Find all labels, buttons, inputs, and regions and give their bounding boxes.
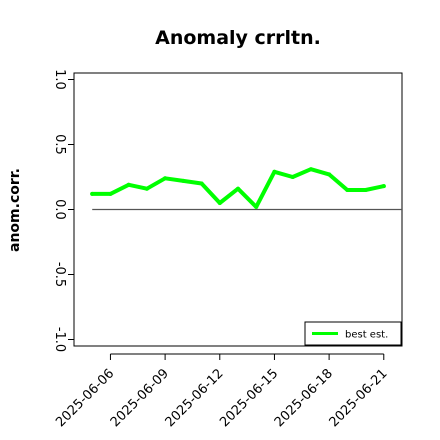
y-tick-label: 0.0: [52, 199, 67, 220]
data-point: [308, 167, 313, 172]
data-point: [363, 188, 368, 192]
data-point: [217, 201, 222, 205]
data-point: [108, 191, 113, 196]
data-point: [327, 172, 332, 177]
data-point: [290, 175, 295, 179]
y-axis-label: anom.corr.: [7, 168, 23, 252]
y-tick-label: -1.0: [52, 327, 67, 352]
data-point: [199, 181, 204, 186]
data-point: [144, 186, 149, 191]
data-point: [163, 176, 168, 181]
legend: best est.: [304, 321, 402, 346]
legend-box: [304, 321, 402, 346]
y-tick-label: 0.5: [52, 134, 67, 155]
data-point: [272, 169, 277, 174]
series-layer: [90, 167, 386, 209]
y-axis: -1.0 -0.5 0.0 0.5 1.0: [52, 69, 74, 352]
y-tick-label: 1.0: [52, 69, 67, 90]
data-point: [236, 186, 240, 191]
data-point: [345, 188, 350, 192]
data-point: [381, 184, 386, 189]
data-point: [126, 182, 131, 187]
legend-label: best est.: [345, 330, 388, 341]
x-axis: 2025-06-062025-06-092025-06-122025-06-15…: [53, 353, 391, 430]
y-tick-label: -0.5: [52, 262, 67, 287]
chart-title: Anomaly crrltn.: [155, 27, 321, 49]
data-point: [254, 204, 259, 209]
data-point: [181, 178, 186, 183]
data-point: [90, 191, 95, 196]
x-tick-label: 2025-06-21: [327, 366, 391, 430]
